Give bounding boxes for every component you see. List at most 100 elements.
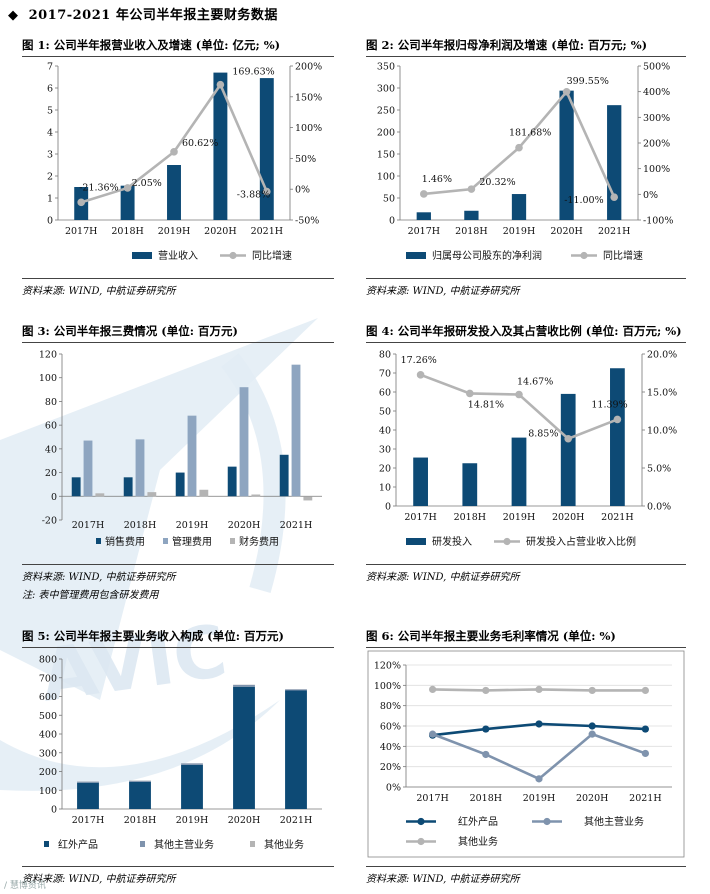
legend-swatch: [96, 538, 101, 544]
line-data-label: 60.62%: [182, 138, 218, 149]
y-right-tick-label: 0%: [643, 190, 658, 201]
legend-label: 研发投入占营业收入比例: [526, 535, 636, 548]
y-left-tick-label: 50: [383, 194, 395, 205]
fig3-title: 图 3: 公司半年报三费情况 (单位: 百万元): [22, 324, 238, 338]
footer-watermark: / 慧博资讯: [4, 881, 46, 891]
x-tick-label: 2019H: [503, 226, 535, 237]
y-left-tick-label: 6: [47, 84, 53, 95]
bar-销售费用-2017H: [71, 477, 81, 497]
y-right-tick-label: 200%: [643, 139, 670, 150]
legend-label: 归属母公司股东的净利润: [432, 249, 542, 262]
bar-财务费用-2019H: [199, 489, 209, 497]
x-tick-label: 2017H: [65, 226, 97, 237]
legend-swatch: [230, 538, 235, 544]
y-left-tick-label: 0: [51, 805, 57, 816]
fig1-title: 图 1: 公司半年报营业收入及增速 (单位: 亿元; %): [22, 38, 281, 52]
legend-swatch-point: [417, 817, 425, 826]
y-left-tick-label: 100: [377, 172, 395, 183]
x-tick-label: 2020H: [228, 815, 260, 826]
fig3-bottom-rule: [22, 564, 334, 565]
y-right-tick-label: 15.0%: [647, 388, 677, 399]
bar-管理费用-2018H: [135, 439, 145, 497]
point-红外产品-2019H: [535, 720, 543, 728]
y-left-tick-label: 100%: [374, 681, 401, 692]
fig4-title: 图 4: 公司半年报研发投入及其占营收比例 (单位: 百万元; %): [366, 324, 682, 338]
stack-其他主营业务-2021H: [285, 689, 307, 691]
x-tick-label: 2017H: [408, 226, 440, 237]
legend-swatch-point: [580, 251, 588, 260]
bar-2018H: [462, 463, 478, 506]
fig2-chart: 0 50 100 150 200 250 300 350 -100% 0% 100% 200% 300%…: [377, 62, 674, 263]
legend-swatch: [140, 841, 145, 847]
point-红外产品-2021H: [641, 725, 649, 733]
y-left-tick-label: 400: [39, 730, 57, 741]
bar-2020H: [559, 90, 574, 220]
fig3-source: 资料来源: WIND, 中航证券研究所: [22, 572, 176, 583]
line-point-2018H: [467, 185, 476, 193]
legend-label: 其他主营业务: [584, 815, 644, 828]
point-其他业务-2017H: [429, 685, 437, 693]
x-tick-label: 2020H: [552, 512, 584, 523]
stack-红外产品-2019H: [181, 764, 203, 809]
y-left-tick-label: 200: [377, 128, 395, 139]
fig6-source: 资料来源: WIND, 中航证券研究所: [366, 874, 520, 885]
stack-红外产品-2021H: [285, 690, 307, 809]
line-data-label: -3.88%: [237, 190, 270, 201]
legend-swatch: [163, 538, 168, 544]
x-tick-label: 2017H: [416, 793, 448, 804]
y-left-tick-label: 70: [379, 369, 391, 380]
legend-label: 其他主营业务: [154, 838, 214, 851]
legend-label: 其他业务: [264, 838, 304, 851]
legend-label: 销售费用: [105, 535, 145, 548]
point-其他业务-2019H: [535, 685, 543, 693]
page-title: ◆ 2017-2021 年公司半年报主要财务数据: [8, 4, 278, 23]
x-tick-label: 2019H: [523, 793, 555, 804]
line-data-label: 169.63%: [232, 67, 274, 78]
y-left-tick-label: 80: [379, 350, 391, 361]
y-left-tick-label: 80: [45, 397, 57, 408]
bar-2019H: [511, 437, 527, 506]
bar-管理费用-2020H: [239, 387, 249, 497]
y-right-tick-label: 100%: [643, 164, 670, 175]
y-left-tick-label: 60%: [380, 722, 401, 733]
bar-销售费用-2020H: [227, 466, 237, 497]
bar-管理费用-2017H: [83, 440, 93, 497]
y-right-tick-label: 0%: [295, 185, 310, 196]
line-point-2019H: [515, 143, 523, 152]
y-right-tick-label: -100%: [643, 216, 673, 227]
y-left-tick-label: 0: [47, 216, 53, 227]
y-left-tick-label: 5: [47, 106, 53, 117]
fig4-chart: 0 10 20 30 40 50 60 70 80 0.0% 5.0% 10.0% 15.0% 20.0%…: [379, 350, 677, 549]
line-data-label: 8.85%: [528, 429, 558, 440]
y-left-tick-label: 800: [39, 655, 57, 666]
y-left-tick-label: 700: [39, 673, 57, 684]
line-point-2021H: [610, 193, 618, 201]
line-data-label: 11.39%: [591, 399, 627, 410]
line-data-label: 1.46%: [422, 174, 452, 185]
y-left-tick-label: -20: [42, 516, 57, 527]
bar-2019H: [167, 165, 181, 220]
line-point-2018H: [123, 184, 132, 192]
legend-label: 管理费用: [172, 535, 212, 548]
point-红外产品-2018H: [482, 725, 490, 733]
y-left-tick-label: 250: [377, 106, 395, 117]
legend-swatch-bar: [132, 252, 152, 259]
line-point-2020H: [562, 87, 571, 96]
point-其他业务-2020H: [588, 686, 596, 695]
y-left-tick-label: 50: [379, 407, 391, 418]
bar-2017H: [413, 457, 428, 506]
bullet-icon: ◆: [8, 8, 19, 23]
legend-swatch: [44, 841, 49, 847]
bar-2021H: [610, 368, 625, 506]
stack-红外产品-2018H: [129, 781, 151, 809]
fig6-chart: 0% 20% 40% 60% 80% 100% 120% 2017H 2018H 2019H 202…: [367, 650, 685, 858]
page-title-text: 2017-2021 年公司半年报主要财务数据: [28, 8, 278, 23]
y-left-tick-label: 10: [379, 483, 391, 494]
y-right-tick-label: 200%: [295, 62, 322, 73]
line-data-label: 17.26%: [401, 355, 437, 366]
fig2-title: 图 2: 公司半年报归母净利润及增速 (单位: 百万元; %): [366, 38, 648, 52]
legend-label: 财务费用: [239, 535, 279, 548]
line-data-label: 2.05%: [132, 178, 162, 189]
legend-label: 同比增速: [603, 249, 643, 262]
y-left-tick-label: 60: [379, 388, 391, 399]
